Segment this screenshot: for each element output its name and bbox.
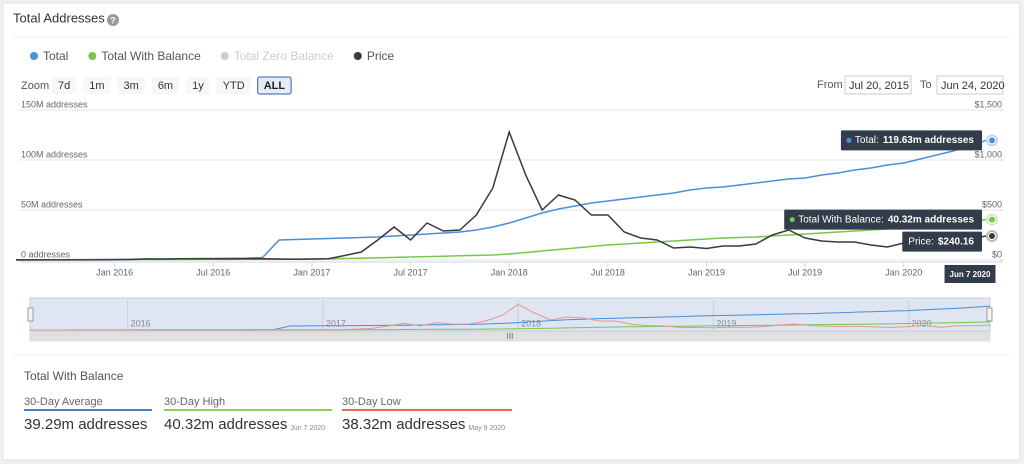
date-tooltip: [944, 265, 996, 283]
legend-label[interactable]: Total Zero Balance: [234, 49, 334, 63]
help-icon-glyph: ?: [110, 15, 116, 25]
end-marker-dot: [988, 231, 996, 240]
zoom-button-label[interactable]: 1m: [89, 80, 104, 92]
scrollbar-thumb[interactable]: [30, 332, 990, 341]
tooltip-label: Price:: [908, 236, 934, 247]
tooltip: [784, 209, 982, 230]
zoom-button-label[interactable]: 6m: [158, 80, 173, 92]
zoom-button-label[interactable]: ALL: [264, 80, 286, 92]
stat-label: 30-Day High: [164, 396, 225, 408]
navigator-tick-label: 2017: [326, 318, 346, 328]
stat-date: May 9 2020: [468, 425, 505, 432]
tooltip-label: Total With Balance:: [798, 214, 884, 225]
navigator-tick-label: 2019: [716, 318, 736, 328]
navigator-line: [30, 303, 991, 331]
y-tick-label: 50M addresses: [21, 199, 83, 209]
zoom-button-label[interactable]: YTD: [223, 80, 245, 92]
navigator-tick-label: 2016: [131, 318, 151, 328]
tooltip-label: Total:: [855, 135, 879, 146]
y-tick-label: 150M addresses: [21, 99, 88, 109]
help-icon[interactable]: [107, 14, 119, 26]
stat-value: 39.29m addresses: [24, 416, 147, 433]
tooltip-value: 40.32m addresses: [888, 214, 975, 225]
navigator-tick-label: 2018: [521, 318, 541, 328]
legend-label[interactable]: Price: [367, 49, 395, 63]
navigator[interactable]: [29, 297, 991, 332]
from-label: From: [817, 79, 843, 91]
zoom-button-label[interactable]: 7d: [58, 80, 70, 92]
y2-tick-label: $1,500: [974, 99, 1002, 109]
end-marker-dot: [988, 136, 996, 145]
date-tooltip-label: Jun 7 2020: [950, 270, 991, 279]
navigator-handle[interactable]: [27, 307, 34, 322]
x-tick-label: Jan 2016: [96, 267, 133, 277]
zoom-button-label[interactable]: 3m: [124, 80, 139, 92]
x-tick-label: Jul 2016: [196, 267, 230, 277]
tooltip-dot: [789, 217, 795, 223]
zoom-button[interactable]: [151, 77, 180, 94]
series-line: [16, 129, 987, 261]
zoom-button[interactable]: [216, 77, 251, 94]
to-input[interactable]: [936, 75, 1004, 95]
y2-tick-label: $500: [982, 199, 1002, 209]
y2-tick-label: $1,000: [974, 149, 1002, 159]
tooltip-dot: [846, 137, 852, 143]
zoom-button[interactable]: [257, 76, 292, 95]
stat-label: 30-Day Low: [342, 396, 401, 408]
summary-title: Total With Balance: [24, 369, 124, 383]
x-tick-label: Jul 2019: [788, 267, 822, 277]
tooltip-value: 119.63m addresses: [883, 135, 975, 146]
to-label: To: [920, 79, 932, 91]
y-tick-label: 0 addresses: [21, 249, 71, 259]
scrollbar-grip: III: [507, 332, 514, 341]
legend-marker[interactable]: [88, 52, 97, 60]
zoom-button[interactable]: [186, 77, 210, 94]
legend-marker[interactable]: [220, 52, 229, 60]
x-tick-label: Jan 2017: [293, 267, 330, 277]
y2-tick-label: $0: [992, 249, 1002, 259]
x-tick-label: Jan 2018: [491, 267, 528, 277]
x-tick-label: Jul 2017: [394, 267, 428, 277]
zoom-button-label[interactable]: 1y: [192, 80, 204, 92]
legend-label[interactable]: Total With Balance: [101, 49, 201, 63]
legend-label[interactable]: Total: [43, 49, 68, 63]
x-tick-label: Jul 2018: [591, 267, 625, 277]
navigator-handle[interactable]: [986, 307, 993, 322]
zoom-button[interactable]: [83, 77, 111, 94]
from-input[interactable]: [844, 75, 912, 95]
legend-marker[interactable]: [30, 52, 38, 60]
legend-marker[interactable]: [353, 52, 362, 60]
x-tick-label: Jan 2019: [688, 267, 725, 277]
y-tick-label: 100M addresses: [21, 149, 88, 159]
tooltip: [902, 231, 982, 252]
stat-label: 30-Day Average: [24, 396, 103, 408]
end-marker-dot: [988, 215, 996, 224]
to-value[interactable]: Jun 24, 2020: [941, 80, 1005, 92]
zoom-button[interactable]: [117, 77, 145, 94]
x-tick-label: Jan 2020: [885, 267, 922, 277]
tooltip: [840, 130, 982, 151]
zoom-label: Zoom: [21, 80, 49, 92]
from-value[interactable]: Jul 20, 2015: [849, 80, 909, 92]
stat-value: 38.32m addresses: [342, 416, 465, 433]
tooltip-value: $240.16: [938, 236, 975, 247]
stat-date: Jun 7 2020: [290, 425, 325, 432]
stat-value: 40.32m addresses: [164, 416, 287, 433]
zoom-button[interactable]: [52, 77, 77, 94]
chart-title: Total Addresses: [13, 10, 105, 25]
